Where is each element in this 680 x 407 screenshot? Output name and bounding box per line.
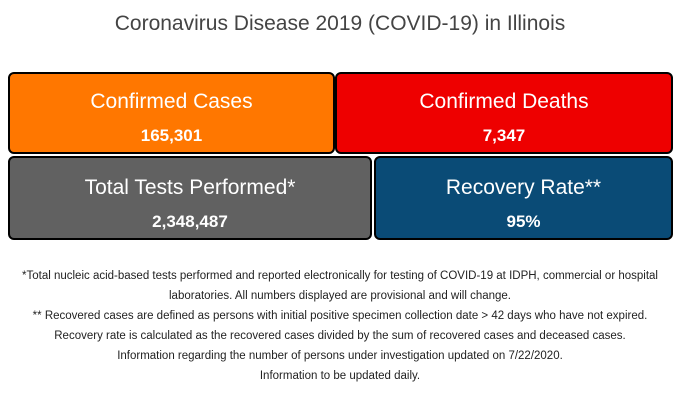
total-tests-label: Total Tests Performed*: [84, 176, 296, 199]
footnotes: *Total nucleic acid-based tests performe…: [0, 266, 680, 386]
footnote-line: Recovery rate is calculated as the recov…: [54, 330, 626, 342]
recovery-rate-label: Recovery Rate**: [445, 176, 602, 199]
footnote-line: Information to be updated daily.: [259, 370, 421, 382]
footnote-line: Information regarding the number of pers…: [117, 350, 563, 362]
confirmed-cases-card: Confirmed Cases 165,301: [8, 72, 335, 154]
recovery-rate-card: Recovery Rate** 95%: [374, 156, 673, 240]
confirmed-deaths-value: 7,347: [482, 126, 526, 145]
confirmed-deaths-card: Confirmed Deaths 7,347: [335, 72, 673, 154]
footnote-line: laboratories. All numbers displayed are …: [169, 290, 511, 302]
total-tests-value: 2,348,487: [152, 212, 228, 231]
footnote-line: ** Recovered cases are defined as person…: [32, 310, 648, 322]
page-title: Coronavirus Disease 2019 (COVID-19) in I…: [114, 12, 566, 35]
total-tests-card: Total Tests Performed* 2,348,487: [8, 156, 372, 240]
confirmed-cases-value: 165,301: [140, 126, 203, 145]
confirmed-deaths-label: Confirmed Deaths: [419, 90, 589, 113]
footnote-line: *Total nucleic acid-based tests performe…: [22, 270, 658, 282]
confirmed-cases-label: Confirmed Cases: [90, 90, 253, 113]
recovery-rate-value: 95%: [506, 212, 541, 231]
